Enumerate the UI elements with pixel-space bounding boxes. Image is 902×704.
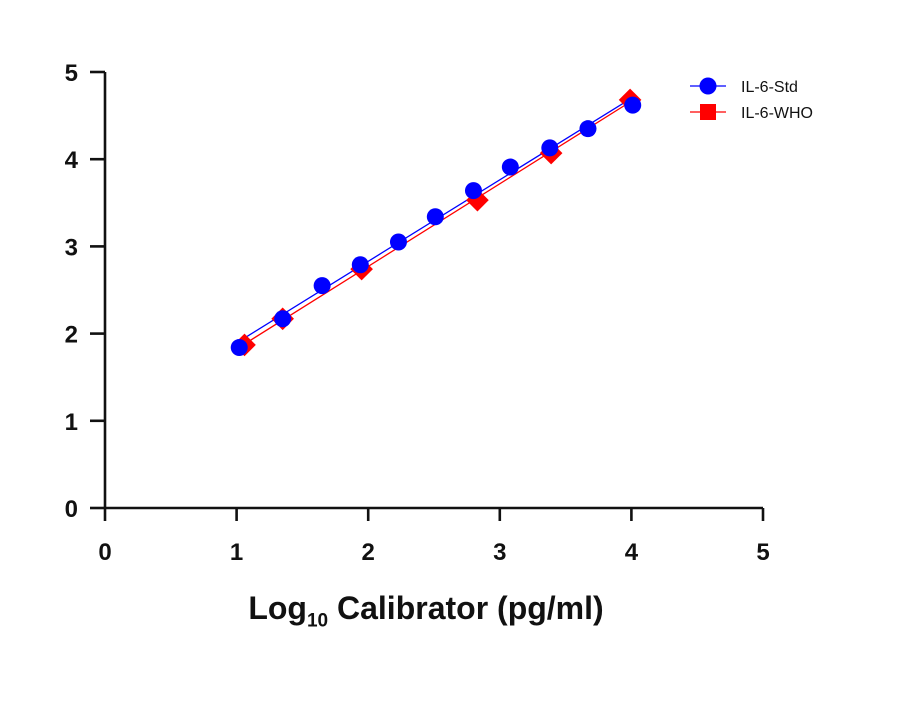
data-point-circle: [274, 310, 292, 328]
data-point-circle: [230, 339, 248, 357]
y-tick-label: 4: [65, 147, 79, 174]
data-point-circle: [426, 208, 444, 226]
x-tick-label: 5: [756, 539, 769, 566]
data-point-circle: [351, 256, 369, 274]
axes: [103, 72, 763, 510]
x-tick-label: 2: [362, 539, 375, 566]
y-tick-label: 1: [65, 409, 78, 436]
y-tick-label: 3: [65, 234, 78, 261]
legend-marker-circle: [699, 77, 717, 95]
data-point-circle: [464, 182, 482, 200]
x-tick-label: 3: [493, 539, 506, 566]
data-point-circle: [541, 139, 559, 157]
legend: IL-6-Std IL-6-WHO: [690, 77, 813, 122]
x-axis-label-main: Log: [248, 590, 307, 626]
y-tick-label: 2: [65, 322, 78, 349]
data-point-circle: [389, 233, 407, 251]
x-axis-label-subscript: 10: [306, 610, 329, 632]
x-tick-label: 1: [230, 539, 243, 566]
x-axis-label-rest: Calibrator (pg/ml): [328, 590, 604, 626]
data-point-circle: [624, 96, 642, 114]
data-point-circle: [579, 120, 597, 138]
series-points: [230, 88, 642, 357]
data-point-circle: [313, 277, 331, 295]
y-tick-label: 0: [65, 496, 78, 523]
axis-ticks: 0 1 2 3 4 5 0 1 2 3 4 5: [65, 60, 770, 566]
legend-label: IL-6-Std: [741, 79, 798, 96]
data-point-circle: [501, 158, 519, 176]
x-tick-label: 4: [625, 539, 639, 566]
x-axis-label: Log10 Calibrator (pg/ml): [0, 590, 852, 632]
y-tick-label: 5: [65, 60, 78, 87]
legend-label: IL-6-WHO: [741, 105, 813, 122]
legend-marker-square: [700, 104, 716, 120]
x-tick-label: 0: [98, 539, 111, 566]
